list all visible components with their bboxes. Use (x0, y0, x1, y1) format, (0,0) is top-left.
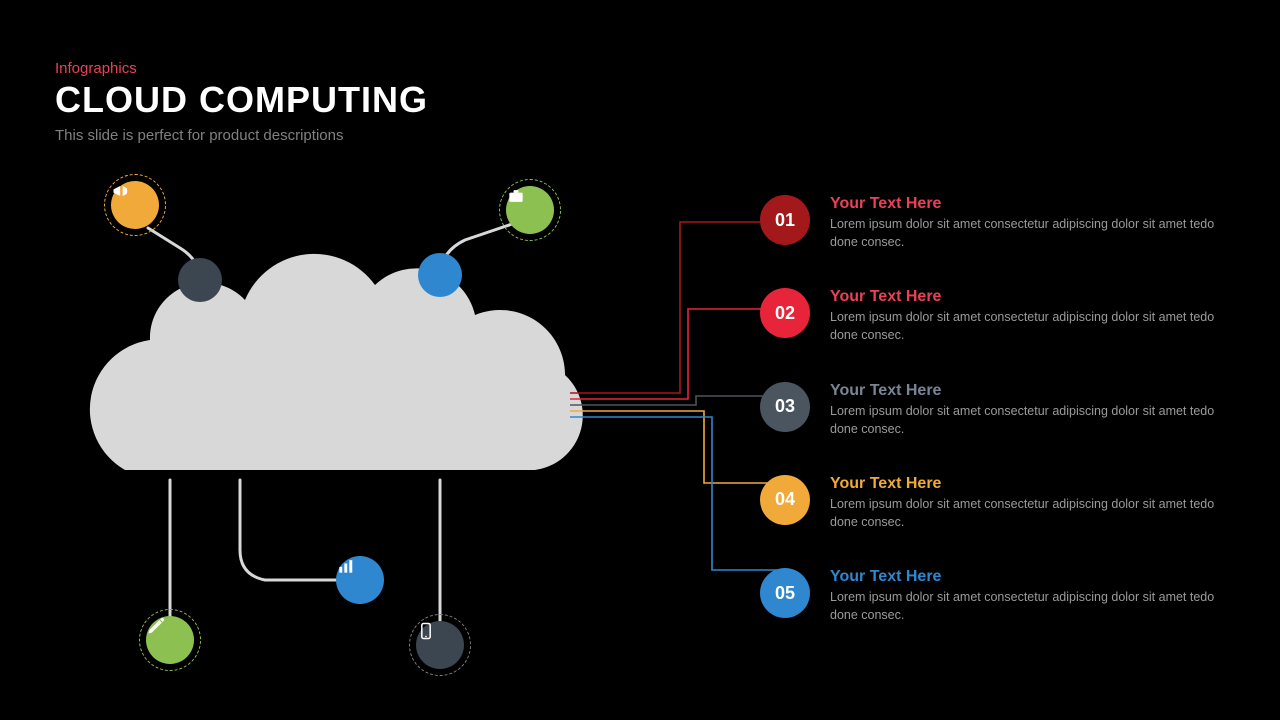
item-desc: Lorem ipsum dolor sit amet consectetur a… (830, 588, 1220, 624)
item-desc: Lorem ipsum dolor sit amet consectetur a… (830, 402, 1220, 438)
item-title: Your Text Here (830, 382, 1220, 400)
item-desc: Lorem ipsum dolor sit amet consectetur a… (830, 495, 1220, 531)
item-title: Your Text Here (830, 568, 1220, 586)
item-text: Your Text Here Lorem ipsum dolor sit amet… (830, 475, 1220, 531)
pencil-icon (146, 616, 194, 664)
megaphone-icon (111, 181, 159, 229)
item-badge: 04 (760, 475, 810, 525)
item-text: Your Text Here Lorem ipsum dolor sit amet… (830, 382, 1220, 438)
item-text: Your Text Here Lorem ipsum dolor sit amet… (830, 288, 1220, 344)
list-item: 02 Your Text Here Lorem ipsum dolor sit am… (760, 288, 1240, 344)
list-item: 04 Your Text Here Lorem ipsum dolor sit am… (760, 475, 1240, 531)
dot-blue-icon (418, 253, 462, 297)
cloud-shape (40, 170, 660, 690)
chart-icon (336, 556, 384, 604)
mobile-icon (416, 621, 464, 669)
feature-list: 01 Your Text Here Lorem ipsum dolor sit am… (760, 195, 1240, 661)
suitcase-icon (506, 186, 554, 234)
item-desc: Lorem ipsum dolor sit amet consectetur a… (830, 215, 1220, 251)
item-title: Your Text Here (830, 475, 1220, 493)
page-title: CLOUD COMPUTING (55, 79, 428, 121)
item-badge: 03 (760, 382, 810, 432)
item-badge: 01 (760, 195, 810, 245)
item-text: Your Text Here Lorem ipsum dolor sit amet… (830, 195, 1220, 251)
subtitle: This slide is perfect for product descri… (55, 127, 428, 144)
item-badge: 05 (760, 568, 810, 618)
list-item: 05 Your Text Here Lorem ipsum dolor sit am… (760, 568, 1240, 624)
item-badge: 02 (760, 288, 810, 338)
eyebrow: Infographics (55, 60, 428, 77)
item-title: Your Text Here (830, 195, 1220, 213)
item-desc: Lorem ipsum dolor sit amet consectetur a… (830, 308, 1220, 344)
dot-grey-icon (178, 258, 222, 302)
slide-header: Infographics CLOUD COMPUTING This slide … (55, 60, 428, 144)
list-item: 01 Your Text Here Lorem ipsum dolor sit am… (760, 195, 1240, 251)
item-title: Your Text Here (830, 288, 1220, 306)
item-text: Your Text Here Lorem ipsum dolor sit amet… (830, 568, 1220, 624)
cloud-diagram (40, 170, 660, 690)
list-item: 03 Your Text Here Lorem ipsum dolor sit am… (760, 382, 1240, 438)
